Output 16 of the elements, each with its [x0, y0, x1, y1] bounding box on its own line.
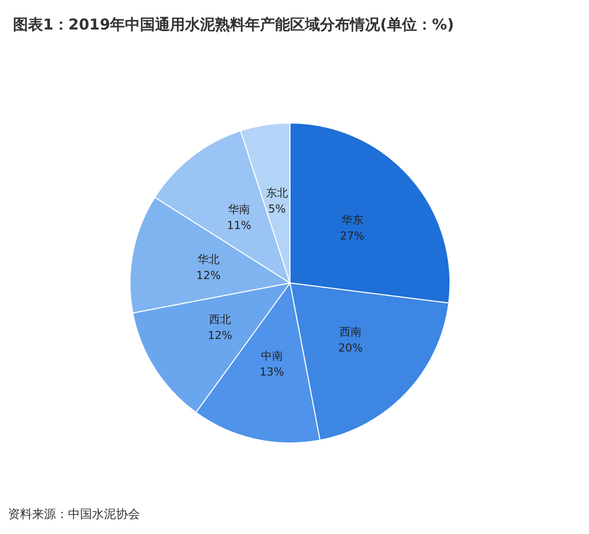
data-label: 5%: [268, 202, 286, 216]
data-label: 11%: [226, 218, 252, 232]
slice-label: 中南: [260, 350, 283, 362]
slice-label: 华东: [341, 214, 364, 227]
slice-label: 东北: [266, 186, 288, 200]
chart-title: 图表1：2019年中国通用水泥熟料年产能区域分布情况(单位：%): [13, 16, 454, 34]
data-label: 13%: [260, 366, 284, 378]
slice-label: 西北: [208, 312, 231, 326]
data-label: 20%: [338, 341, 363, 354]
slice-label: 华南: [228, 202, 250, 216]
slice-label: 西南: [340, 325, 362, 338]
data-label: 12%: [196, 268, 221, 282]
slice-label: 华北: [197, 252, 220, 266]
data-label: 27%: [340, 230, 364, 243]
text: 资料来源：中国水泥协会: [8, 507, 140, 521]
data-label: 12%: [208, 328, 232, 342]
